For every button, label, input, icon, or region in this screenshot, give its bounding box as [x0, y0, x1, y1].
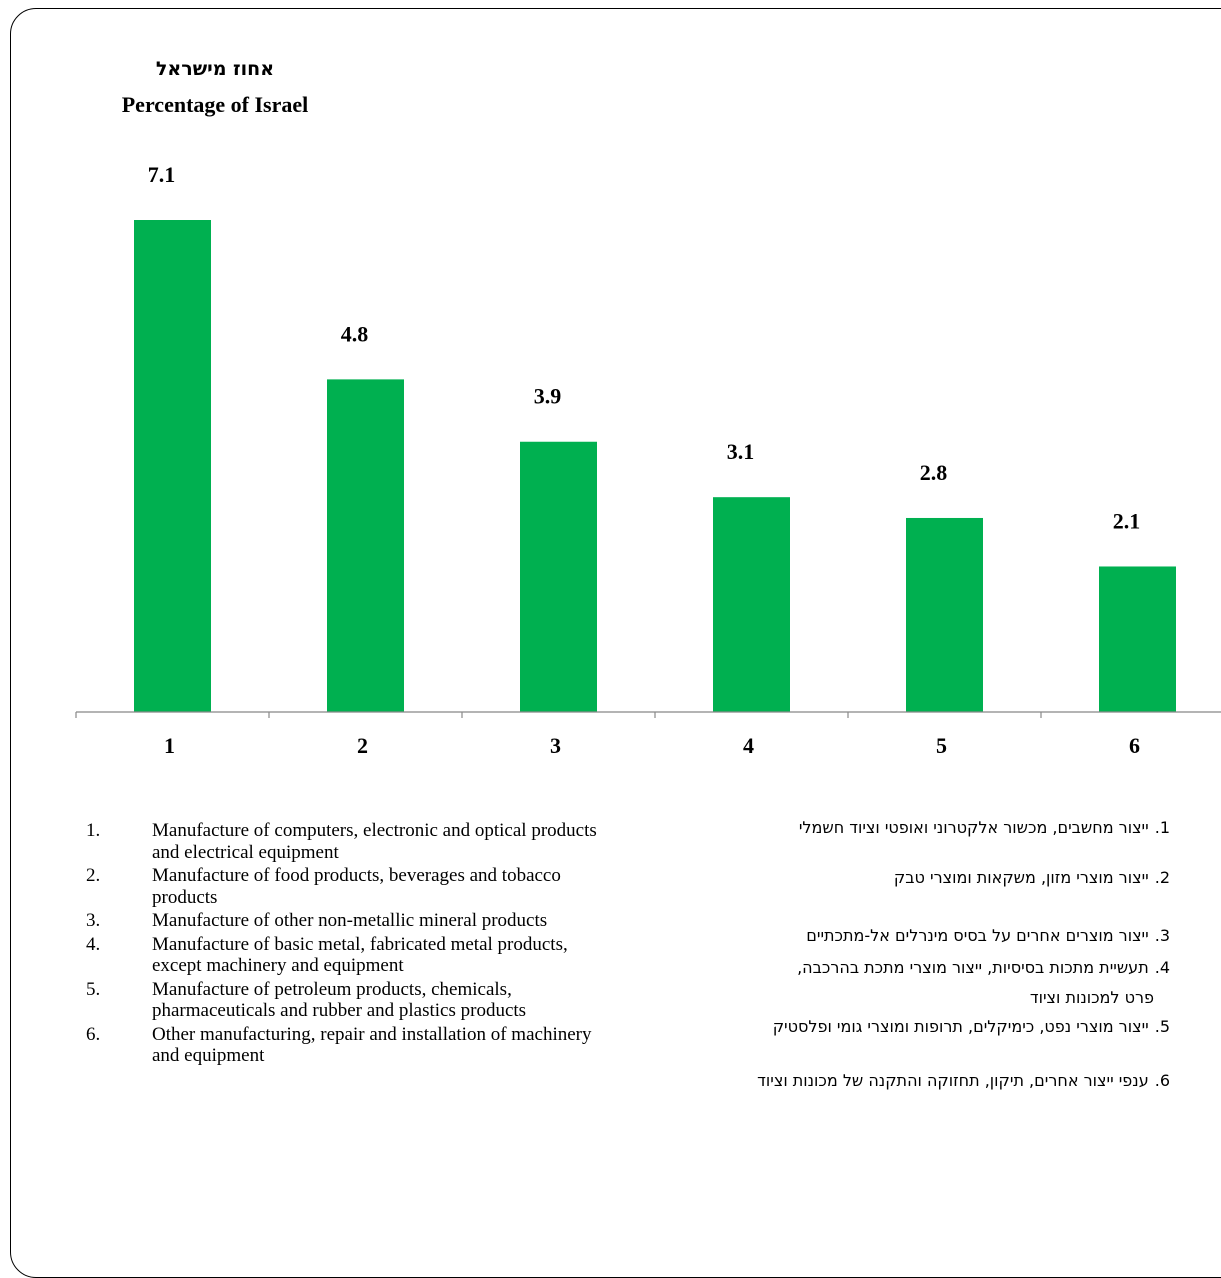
x-tick-label-5: 5	[936, 733, 947, 758]
x-tick-label-1: 1	[164, 733, 175, 758]
legend-he-number: 2.	[1154, 868, 1170, 887]
data-label-6: 2.1	[1113, 508, 1141, 533]
legend-en-text: Manufacture of basic metal, fabricated m…	[152, 933, 568, 977]
x-tick-label-3: 3	[550, 733, 561, 758]
legend-en-number: 2.	[86, 865, 101, 886]
legend-en-number: 1.	[86, 820, 101, 841]
legend-he-item-5: 5. ייצור מוצרי נפט, כימיקלים, תרופות ומוצ…	[560, 1017, 1170, 1037]
legend-he-text: תעשיית מתכות בסיסיות, ייצור מוצרי מתכת ב…	[797, 958, 1149, 977]
legend-en-number: 3.	[86, 910, 101, 931]
legend-he-text: ייצור מוצרים אחרים על בסיס מינרלים אל-מת…	[806, 926, 1149, 945]
legend-en-text: Manufacture of other non-metallic minera…	[152, 910, 548, 931]
bar-3	[520, 441, 597, 712]
bar-1	[134, 220, 211, 712]
legend-en-item-3: 3. Manufacture of other non-metallic mine…	[86, 910, 616, 932]
legend-he-item-3: 3. ייצור מוצרים אחרים על בסיס מינרלים אל-…	[560, 926, 1170, 946]
legend-he-number: 3.	[1154, 926, 1170, 945]
legend-en-text: Manufacture of petroleum products, chemi…	[152, 978, 527, 1022]
bar-chart: 7.1 1 4.8 2 3.9 3 3.1 4 2.8 5 2.1 6	[75, 162, 1221, 758]
legend-en-item-2: 2. Manufacture of food products, beverage…	[86, 865, 616, 908]
legend-en-item-6: 6. Other manufacturing, repair and instal…	[86, 1024, 616, 1067]
data-label-1: 7.1	[148, 162, 176, 187]
data-label-5: 2.8	[920, 460, 948, 485]
legend-en-number: 4.	[86, 933, 101, 955]
bar-2	[327, 379, 404, 712]
bar-4	[713, 497, 790, 712]
legend-he-item-2: 2. ייצור מוצרי מזון, משקאות ומוצרי טבק	[560, 868, 1170, 888]
y-axis-label-hebrew: אחוז מישראל	[155, 58, 275, 80]
legend-he-text: ייצור מחשבים, מכשור אלקטרוני ואופטי וציו…	[798, 818, 1149, 837]
legend-he-item-4: 4. תעשיית מתכות בסיסיות, ייצור מוצרי מתכת…	[560, 958, 1170, 978]
x-tick-label-2: 2	[357, 733, 368, 758]
legend-he-text: ייצור מוצרי נפט, כימיקלים, תרופות ומוצרי…	[772, 1017, 1149, 1036]
legend-he-number: 6.	[1154, 1071, 1170, 1090]
legend-en-text: Manufacture of food products, beverages …	[152, 865, 561, 908]
x-tick-label-4: 4	[743, 733, 754, 758]
data-label-3: 3.9	[534, 384, 562, 409]
bar-6	[1099, 566, 1176, 712]
bar-5	[906, 517, 983, 712]
legend-en-item-1: 1. Manufacture of computers, electronic a…	[86, 820, 616, 863]
y-axis-label-english: Percentage of Israel	[121, 92, 309, 117]
legend-he-number: 5.	[1154, 1017, 1170, 1036]
legend-en-number: 6.	[86, 1023, 101, 1045]
legend-en-text: Manufacture of computers, electronic and…	[152, 820, 597, 863]
legend-english: 1. Manufacture of computers, electronic a…	[86, 820, 616, 1069]
data-label-4: 3.1	[727, 439, 755, 464]
legend-he-number: 4.	[1154, 958, 1170, 977]
legend-en-item-4: 4. Manufacture of basic metal, fabricated…	[86, 934, 616, 977]
legend-he-item-6: 6. ענפי ייצור אחרים, תיקון, תחזוקה והתקנה…	[560, 1071, 1170, 1091]
legend-he-item-4-continued: פרט למכונות וציוד	[1029, 988, 1154, 1007]
x-tick-label-6: 6	[1129, 733, 1140, 758]
legend-en-number: 5.	[86, 978, 101, 1000]
legend-he-text: ענפי ייצור אחרים, תיקון, תחזוקה והתקנה ש…	[757, 1071, 1149, 1090]
legend-en-text: Other manufacturing, repair and installa…	[152, 1023, 592, 1067]
legend-en-item-5: 5. Manufacture of petroleum products, che…	[86, 979, 616, 1022]
legend-he-text: ייצור מוצרי מזון, משקאות ומוצרי טבק	[893, 868, 1149, 887]
legend-he-item-1: 1. ייצור מחשבים, מכשור אלקטרוני ואופטי וצ…	[560, 818, 1170, 838]
legend-hebrew: 1. ייצור מחשבים, מכשור אלקטרוני ואופטי וצ…	[560, 818, 1170, 1091]
legend-he-number: 1.	[1154, 818, 1170, 837]
data-label-2: 4.8	[341, 321, 369, 346]
